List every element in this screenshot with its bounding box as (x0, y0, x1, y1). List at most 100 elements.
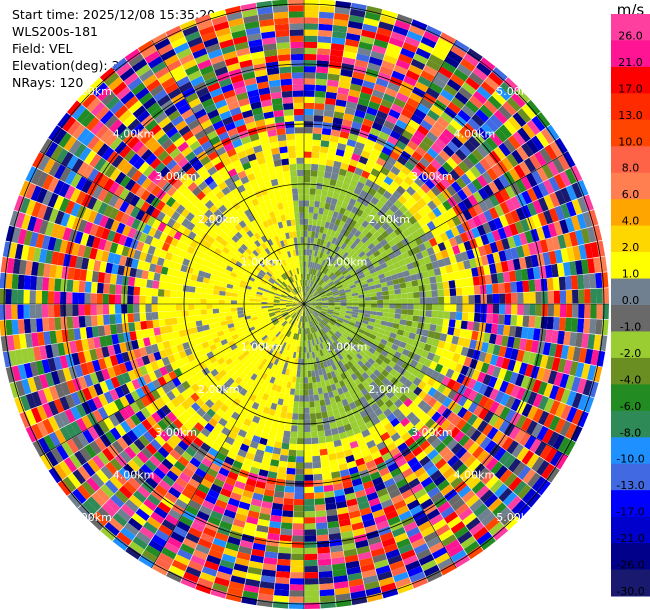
velocity-gate (154, 334, 163, 344)
velocity-gate (290, 312, 296, 317)
velocity-gate (249, 298, 256, 302)
velocity-gate (458, 161, 470, 174)
velocity-gate (268, 408, 276, 416)
velocity-gate (307, 308, 312, 314)
velocity-gate (407, 309, 414, 316)
velocity-gate (354, 362, 362, 371)
velocity-gate (377, 186, 387, 196)
velocity-gate (218, 334, 226, 342)
velocity-gate (162, 373, 172, 384)
velocity-gate (379, 66, 394, 76)
velocity-gate (256, 599, 273, 608)
velocity-gate (341, 536, 355, 545)
velocity-gate (363, 331, 371, 338)
velocity-gate (368, 210, 377, 219)
velocity-gate (325, 196, 333, 204)
velocity-gate (403, 219, 413, 229)
velocity-gate (309, 194, 316, 201)
velocity-gate (321, 298, 329, 302)
velocity-gate (206, 294, 213, 300)
velocity-gate (373, 436, 384, 446)
velocity-gate (541, 163, 554, 179)
velocity-gate (411, 279, 419, 287)
velocity-gate (426, 246, 435, 256)
velocity-gate (171, 276, 179, 284)
velocity-gate (255, 301, 262, 304)
velocity-gate (334, 6, 351, 15)
velocity-gate (103, 272, 112, 284)
velocity-gate (545, 264, 553, 278)
velocity-gate (380, 582, 397, 593)
velocity-gate (405, 320, 413, 327)
velocity-gate (155, 529, 170, 542)
velocity-gate (337, 512, 350, 521)
velocity-gate (340, 267, 347, 274)
velocity-gate (554, 344, 564, 358)
velocity-gate (382, 588, 399, 599)
velocity-gate (91, 326, 100, 338)
velocity-gate (489, 132, 503, 147)
velocity-gate (198, 348, 207, 357)
velocity-gate (387, 554, 403, 565)
velocity-gate (524, 157, 537, 173)
velocity-gate (429, 237, 438, 247)
velocity-gate (153, 272, 161, 282)
velocity-gate (326, 279, 333, 285)
velocity-gate (172, 377, 182, 388)
velocity-gate (313, 109, 324, 116)
velocity-gate (304, 304, 309, 309)
velocity-gate (313, 311, 319, 316)
velocity-gate (454, 345, 464, 355)
velocity-gate (291, 376, 297, 383)
velocity-gate (373, 250, 381, 258)
velocity-gate (499, 469, 513, 484)
velocity-gate (220, 361, 229, 370)
velocity-gate (479, 104, 494, 119)
velocity-gate (395, 457, 407, 468)
velocity-gate (457, 189, 468, 201)
velocity-gate (195, 281, 203, 288)
velocity-gate (41, 290, 49, 304)
velocity-gate (309, 287, 314, 294)
velocity-gate (309, 249, 313, 256)
velocity-gate (158, 524, 173, 537)
velocity-gate (330, 172, 339, 181)
velocity-gate (426, 407, 437, 418)
velocity-gate (37, 332, 45, 346)
velocity-gate (398, 113, 411, 125)
velocity-gate (446, 351, 455, 361)
velocity-gate (581, 363, 591, 380)
velocity-gate (145, 345, 154, 355)
velocity-gate (325, 269, 331, 276)
velocity-gate (369, 541, 384, 552)
velocity-gate (571, 318, 579, 333)
velocity-gate (329, 328, 336, 335)
velocity-gate (373, 322, 381, 329)
velocity-gate (347, 435, 357, 444)
velocity-gate (311, 275, 315, 282)
velocity-gate (255, 480, 266, 489)
velocity-gate (472, 191, 484, 203)
velocity-gate (547, 290, 555, 304)
velocity-gate (334, 362, 341, 370)
velocity-gate (135, 268, 143, 279)
velocity-gate (373, 213, 382, 223)
velocity-gate (273, 337, 279, 344)
velocity-gate (441, 221, 451, 232)
velocity-gate (279, 318, 285, 324)
velocity-gate (367, 357, 376, 366)
velocity-gate (32, 247, 42, 262)
velocity-gate (291, 312, 296, 318)
velocity-gate (342, 443, 352, 452)
velocity-gate (296, 321, 300, 328)
velocity-gate (389, 130, 402, 140)
velocity-gate (274, 410, 282, 418)
velocity-gate (342, 349, 349, 357)
velocity-gate (155, 239, 165, 250)
velocity-gate (348, 89, 361, 98)
velocity-gate (230, 354, 238, 362)
velocity-gate (178, 493, 192, 505)
velocity-gate (524, 339, 533, 352)
velocity-gate (31, 423, 44, 440)
velocity-gate (321, 295, 328, 299)
